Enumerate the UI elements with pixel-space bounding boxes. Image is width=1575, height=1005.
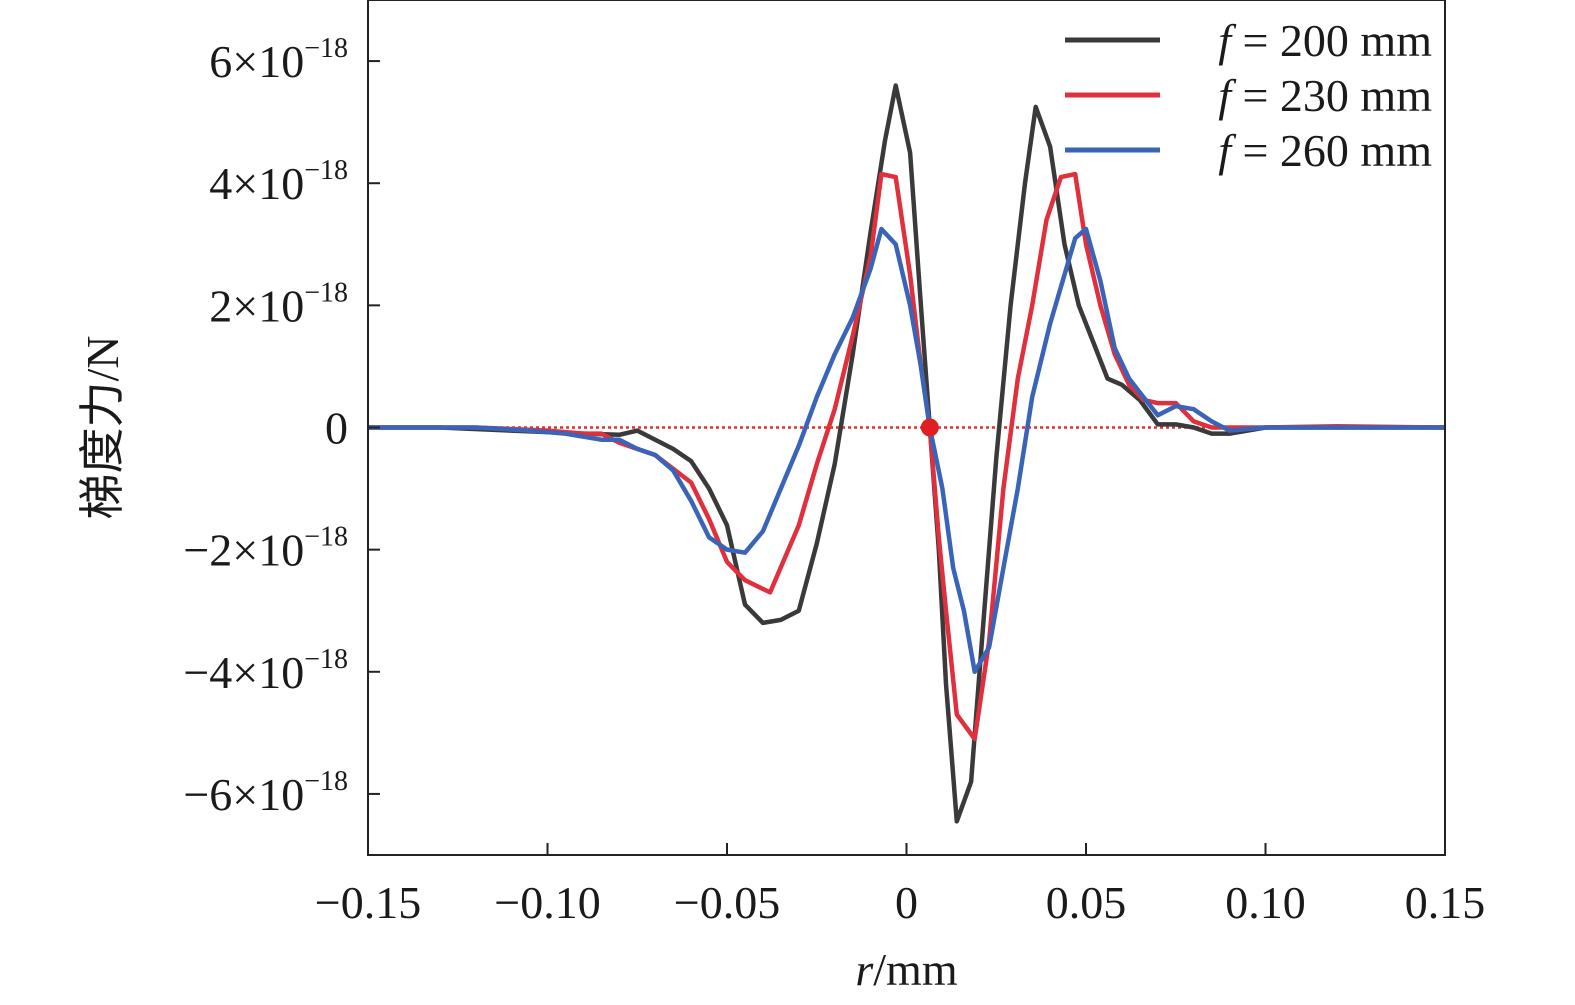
x-tick-label: 0.15 bbox=[1405, 877, 1486, 928]
y-axis-ticks: 6×10−18 4×10−18 2×10−18 0 −2×10−18 −4×10−18 −6… bbox=[183, 33, 380, 820]
legend: f = 200 mmf = 230 mmf = 260 mm bbox=[1065, 15, 1432, 176]
y-tick-label: −6×10−18 bbox=[183, 766, 348, 820]
y-tick-label: −4×10−18 bbox=[183, 644, 348, 698]
legend-label-3: f = 260 mm bbox=[1218, 125, 1432, 176]
x-axis-ticks: −0.15 −0.10 −0.05 0 0.05 0.10 0.15 bbox=[315, 843, 1485, 928]
zero-crossing-marker bbox=[920, 418, 939, 437]
legend-label-1: f = 200 mm bbox=[1218, 15, 1432, 66]
y-axis-label: 梯度力/N bbox=[77, 336, 128, 520]
series-line-2 bbox=[368, 171, 1446, 742]
series-line-1 bbox=[368, 83, 1445, 824]
x-tick-label: −0.10 bbox=[494, 877, 600, 928]
y-tick-label: 0 bbox=[325, 403, 348, 454]
x-tick-label: −0.15 bbox=[315, 877, 421, 928]
y-tick-label: 6×10−18 bbox=[209, 33, 348, 87]
x-tick-label: −0.05 bbox=[674, 877, 780, 928]
y-tick-label: 2×10−18 bbox=[209, 277, 348, 331]
y-tick-label: −2×10−18 bbox=[183, 522, 348, 576]
marker-layer bbox=[920, 418, 939, 437]
series-layer bbox=[368, 83, 1446, 824]
x-tick-label: 0.10 bbox=[1225, 877, 1306, 928]
legend-label-2: f = 230 mm bbox=[1218, 70, 1432, 121]
y-tick-label: 4×10−18 bbox=[209, 155, 348, 209]
x-tick-label: 0 bbox=[895, 877, 918, 928]
x-tick-label: 0.05 bbox=[1046, 877, 1127, 928]
series-line-3 bbox=[368, 226, 1445, 675]
x-axis-label: r/mm bbox=[855, 944, 957, 995]
